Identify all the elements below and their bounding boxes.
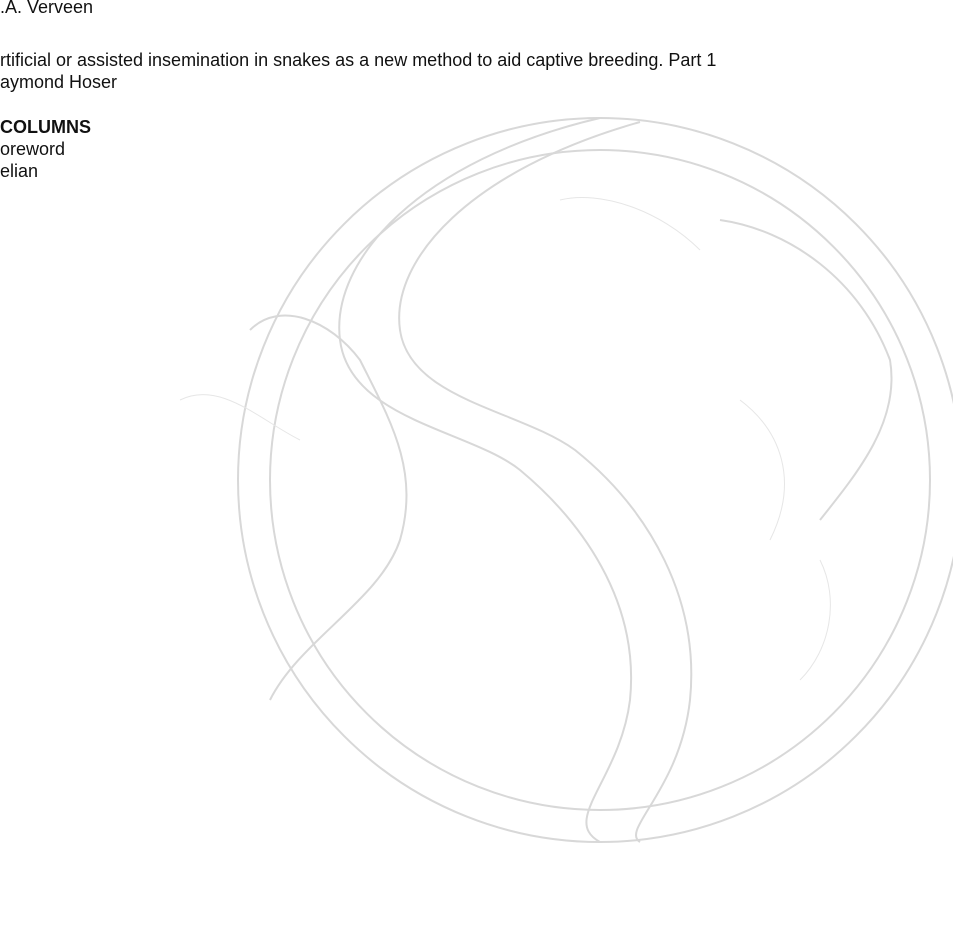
column-item: elian bbox=[0, 161, 39, 181]
section-heading: COLUMNS bbox=[0, 117, 91, 137]
column-item: oreword bbox=[0, 139, 66, 159]
article-title: rtificial or assisted insemination in sn… bbox=[0, 50, 717, 70]
author-line: .A. Verveen bbox=[0, 0, 94, 17]
article-author: aymond Hoser bbox=[0, 72, 118, 92]
